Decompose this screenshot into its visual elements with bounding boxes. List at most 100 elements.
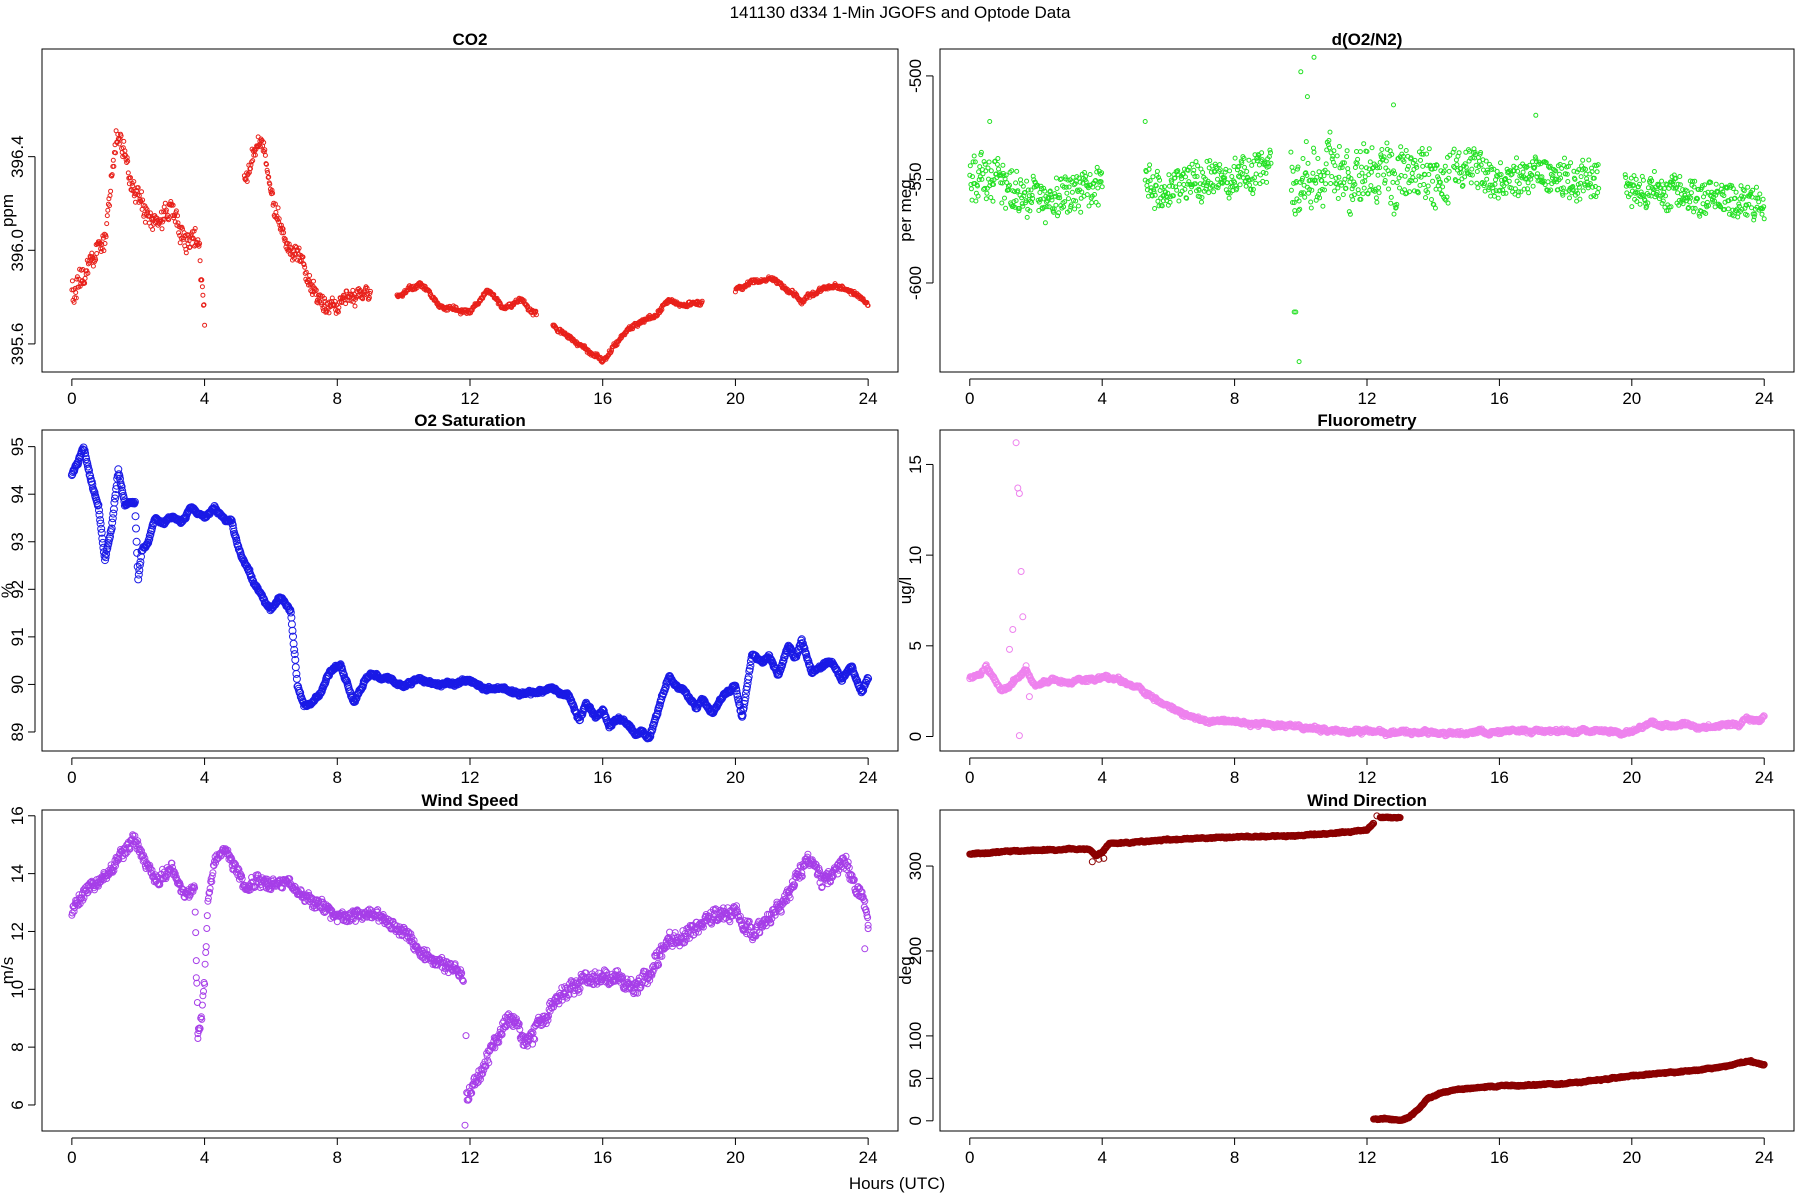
o2n2-point — [1253, 171, 1259, 177]
o2n2-x-tick-label: 24 — [1755, 389, 1774, 408]
o2n2-point — [1345, 166, 1351, 172]
o2n2-point — [1398, 144, 1404, 150]
co2-point — [191, 236, 196, 242]
o2n2-point — [1147, 178, 1153, 184]
o2n2-point — [1521, 186, 1527, 192]
o2n2-point — [1296, 207, 1302, 213]
o2n2-point — [1099, 184, 1105, 190]
o2-saturation-point — [135, 566, 144, 575]
o2-saturation-y-tick-label: 89 — [8, 723, 27, 742]
co2-point — [103, 234, 109, 240]
o2n2-point — [1062, 174, 1068, 180]
o2-saturation-point — [732, 686, 741, 695]
o2n2-point — [1564, 171, 1570, 177]
o2n2-point — [976, 177, 982, 183]
co2-point — [201, 302, 207, 308]
co2-point — [309, 289, 315, 295]
o2n2-point — [1037, 197, 1043, 202]
o2n2-point — [1020, 203, 1026, 209]
co2-point — [175, 213, 180, 219]
o2n2-point — [1512, 186, 1518, 192]
o2n2-point — [1204, 183, 1209, 189]
o2n2-outlier-point — [1291, 309, 1297, 315]
o2n2-point — [1079, 189, 1085, 195]
o2n2-point — [1326, 138, 1332, 143]
o2n2-point — [1013, 180, 1019, 186]
o2n2-point — [1092, 192, 1097, 197]
o2n2-point — [1259, 150, 1265, 156]
o2n2-point — [1234, 185, 1240, 191]
o2n2-point — [1241, 155, 1247, 161]
o2n2-point — [1469, 172, 1475, 178]
o2n2-point — [1260, 170, 1266, 175]
o2n2-point — [1426, 146, 1432, 152]
o2n2-outlier-point — [1298, 69, 1304, 75]
fluorometry-plot-frame — [939, 429, 1795, 752]
o2n2-point — [1741, 194, 1747, 200]
o2n2-point — [1337, 165, 1343, 171]
co2-point — [699, 298, 705, 304]
o2n2-point — [1299, 177, 1305, 183]
o2n2-point — [988, 195, 994, 200]
o2n2-point — [1751, 217, 1757, 223]
o2-saturation-point — [287, 620, 296, 629]
o2n2-point — [1360, 179, 1366, 185]
o2n2-point — [1533, 156, 1539, 162]
o2-saturation-point — [798, 639, 807, 648]
o2-saturation-x-tick-label: 20 — [726, 768, 745, 787]
o2n2-point — [1494, 168, 1500, 174]
o2n2-point — [1072, 206, 1078, 212]
co2-point — [332, 302, 337, 308]
o2n2-point — [1251, 158, 1257, 164]
o2-saturation-point — [793, 649, 802, 658]
o2n2-point — [1646, 192, 1652, 198]
o2n2-point — [1484, 176, 1490, 182]
o2n2-point — [1712, 198, 1718, 204]
o2n2-point — [1042, 220, 1048, 226]
o2n2-point — [1192, 174, 1198, 179]
o2n2-point — [1475, 185, 1481, 191]
o2n2-point — [1179, 176, 1185, 182]
o2n2-point — [1352, 165, 1358, 170]
o2n2-point — [1020, 183, 1026, 189]
o2n2-point — [1344, 154, 1350, 160]
co2-point — [265, 170, 271, 175]
o2n2-point — [1308, 205, 1314, 211]
co2-point — [248, 162, 254, 168]
o2-saturation-point — [740, 699, 749, 708]
o2n2-point — [1359, 164, 1364, 170]
o2n2-point — [1309, 177, 1315, 183]
o2n2-point — [1183, 195, 1189, 201]
o2n2-point — [1248, 186, 1254, 192]
o2n2-point — [1537, 174, 1543, 180]
o2n2-point — [1323, 161, 1329, 167]
o2n2-point — [1063, 184, 1069, 190]
o2n2-point — [1732, 195, 1738, 201]
o2n2-point — [1381, 154, 1387, 160]
co2-point — [106, 196, 112, 202]
o2n2-point — [1386, 186, 1391, 192]
co2-point — [200, 292, 206, 298]
o2n2-point — [1375, 165, 1380, 171]
co2-point — [307, 273, 313, 278]
o2n2-point — [1694, 195, 1700, 201]
o2n2-point — [1338, 180, 1343, 186]
o2-saturation-point — [731, 681, 740, 690]
o2n2-point — [1375, 172, 1381, 178]
o2n2-point — [1263, 170, 1269, 176]
o2-saturation-point — [805, 661, 814, 670]
o2n2-point — [1264, 179, 1270, 185]
co2-point — [139, 189, 144, 195]
o2n2-point — [1425, 183, 1431, 189]
o2n2-panel: d(O2/N2) per meg 0 4 8 12 16 20 24-600-550-500 — [896, 30, 1795, 408]
o2n2-y-tick-label: -550 — [906, 162, 925, 196]
o2n2-point — [984, 185, 990, 191]
o2n2-point — [1670, 181, 1676, 187]
o2n2-point — [1322, 167, 1328, 173]
o2n2-point — [1215, 176, 1220, 182]
co2-point — [280, 225, 285, 231]
co2-point — [82, 275, 88, 281]
o2n2-point — [978, 152, 984, 158]
o2n2-point — [1253, 180, 1259, 186]
o2n2-point — [1018, 177, 1023, 183]
